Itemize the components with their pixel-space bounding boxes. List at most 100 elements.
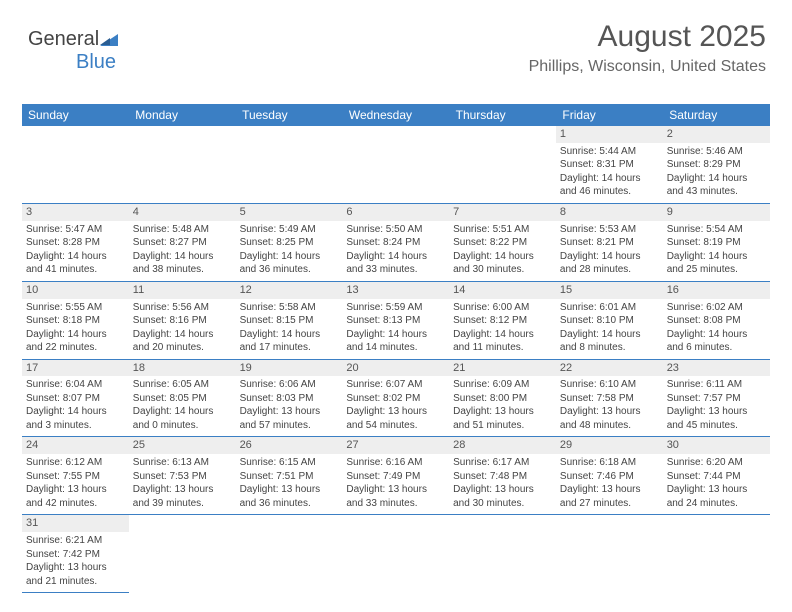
day-number: 3 — [22, 204, 129, 221]
day-body: Sunrise: 5:59 AMSunset: 8:13 PMDaylight:… — [342, 299, 449, 359]
empty-daynum — [236, 126, 343, 143]
day-body: Sunrise: 6:21 AM Sunset: 7:42 PM Daylight:… — [22, 532, 129, 592]
day-body: Sunrise: 6:06 AMSunset: 8:03 PMDaylight:… — [236, 376, 343, 436]
day-body: Sunrise: 6:18 AMSunset: 7:46 PMDaylight:… — [556, 454, 663, 514]
sunrise-text: Sunrise: 6:05 AM — [133, 379, 209, 390]
sunrise-text: Sunrise: 6:12 AM — [26, 457, 102, 468]
sunset-text: Sunset: 8:02 PM — [346, 393, 420, 404]
daylight-text: Daylight: 14 hours and 17 minutes. — [240, 329, 321, 354]
calendar-cell: 23Sunrise: 6:11 AMSunset: 7:57 PMDayligh… — [663, 359, 770, 437]
day-body: Sunrise: 5:48 AMSunset: 8:27 PMDaylight:… — [129, 221, 236, 281]
day-body: Sunrise: 6:05 AMSunset: 8:05 PMDaylight:… — [129, 376, 236, 436]
sunrise-text: Sunrise: 6:04 AM — [26, 379, 102, 390]
day-body: Sunrise: 6:11 AMSunset: 7:57 PMDaylight:… — [663, 376, 770, 436]
day-number: 20 — [342, 360, 449, 377]
day-number: 16 — [663, 282, 770, 299]
sunset-text: Sunset: 7:46 PM — [560, 471, 634, 482]
calendar-cell — [449, 126, 556, 203]
day-body: Sunrise: 6:16 AMSunset: 7:49 PMDaylight:… — [342, 454, 449, 514]
page-title: August 2025 — [529, 20, 766, 54]
day-body: Sunrise: 6:04 AMSunset: 8:07 PMDaylight:… — [22, 376, 129, 436]
calendar-cell: 9Sunrise: 5:54 AMSunset: 8:19 PMDaylight… — [663, 203, 770, 281]
calendar-row: 1Sunrise: 5:44 AMSunset: 8:31 PMDaylight… — [22, 126, 770, 203]
day-body: Sunrise: 5:47 AMSunset: 8:28 PMDaylight:… — [22, 221, 129, 281]
daylight-text: Daylight: 14 hours and 11 minutes. — [453, 329, 534, 354]
day-body: Sunrise: 5:53 AMSunset: 8:21 PMDaylight:… — [556, 221, 663, 281]
sunrise-text: Sunrise: 5:48 AM — [133, 224, 209, 235]
daylight-text: Daylight: 14 hours and 6 minutes. — [667, 329, 748, 354]
logo-text-2: Blue — [76, 51, 116, 73]
daylight-text: Daylight: 14 hours and 38 minutes. — [133, 251, 214, 276]
day-number: 1 — [556, 126, 663, 143]
sunset-text: Sunset: 8:28 PM — [26, 237, 100, 248]
day-number: 31 — [22, 515, 129, 532]
sunset-text: Sunset: 8:10 PM — [560, 315, 634, 326]
calendar-cell: 4Sunrise: 5:48 AMSunset: 8:27 PMDaylight… — [129, 203, 236, 281]
sunrise-text: Sunrise: 6:20 AM — [667, 457, 743, 468]
day-body: Sunrise: 5:56 AMSunset: 8:16 PMDaylight:… — [129, 299, 236, 359]
sunrise-text: Sunrise: 5:56 AM — [133, 302, 209, 313]
sunset-text: Sunset: 8:18 PM — [26, 315, 100, 326]
daylight-text: Daylight: 13 hours and 39 minutes. — [133, 484, 214, 509]
day-body: Sunrise: 5:51 AMSunset: 8:22 PMDaylight:… — [449, 221, 556, 281]
sunset-text: Sunset: 7:53 PM — [133, 471, 207, 482]
sunset-text: Sunset: 8:12 PM — [453, 315, 527, 326]
sunset-text: Sunset: 8:24 PM — [346, 237, 420, 248]
calendar-cell: 28Sunrise: 6:17 AMSunset: 7:48 PMDayligh… — [449, 437, 556, 515]
empty-daynum — [342, 126, 449, 143]
calendar-row: 10Sunrise: 5:55 AMSunset: 8:18 PMDayligh… — [22, 281, 770, 359]
sunrise-text: Sunrise: 6:17 AM — [453, 457, 529, 468]
sunrise-text: Sunrise: 6:21 AM — [26, 535, 102, 546]
calendar-cell: 3Sunrise: 5:47 AMSunset: 8:28 PMDaylight… — [22, 203, 129, 281]
daylight-text: Daylight: 14 hours and 8 minutes. — [560, 329, 641, 354]
daylight-text: Daylight: 14 hours and 41 minutes. — [26, 251, 107, 276]
empty-daynum — [449, 126, 556, 143]
sunset-text: Sunset: 8:29 PM — [667, 159, 741, 170]
sunset-text: Sunset: 8:07 PM — [26, 393, 100, 404]
calendar-cell: 2Sunrise: 5:46 AMSunset: 8:29 PMDaylight… — [663, 126, 770, 203]
calendar-cell: 29Sunrise: 6:18 AMSunset: 7:46 PMDayligh… — [556, 437, 663, 515]
daylight-text: Daylight: 13 hours and 36 minutes. — [240, 484, 321, 509]
sunrise-text: Sunrise: 5:46 AM — [667, 146, 743, 157]
calendar-cell: 10Sunrise: 5:55 AMSunset: 8:18 PMDayligh… — [22, 281, 129, 359]
day-body: Sunrise: 6:15 AMSunset: 7:51 PMDaylight:… — [236, 454, 343, 514]
calendar-cell: 14Sunrise: 6:00 AMSunset: 8:12 PMDayligh… — [449, 281, 556, 359]
calendar-cell: 31 Sunrise: 6:21 AM Sunset: 7:42 PM Dayligh… — [22, 515, 129, 593]
day-body: Sunrise: 6:17 AMSunset: 7:48 PMDaylight:… — [449, 454, 556, 514]
sunset-text: Sunset: 7:57 PM — [667, 393, 741, 404]
sunrise-text: Sunrise: 5:53 AM — [560, 224, 636, 235]
location-text: Phillips, Wisconsin, United States — [529, 58, 766, 76]
calendar-cell: 1Sunrise: 5:44 AMSunset: 8:31 PMDaylight… — [556, 126, 663, 203]
day-number: 27 — [342, 437, 449, 454]
day-number: 6 — [342, 204, 449, 221]
daylight-text: Daylight: 13 hours and 57 minutes. — [240, 406, 321, 431]
day-body: Sunrise: 5:46 AMSunset: 8:29 PMDaylight:… — [663, 143, 770, 203]
calendar-cell — [236, 515, 343, 593]
calendar-row: 3Sunrise: 5:47 AMSunset: 8:28 PMDaylight… — [22, 203, 770, 281]
calendar-cell — [556, 515, 663, 593]
day-number: 2 — [663, 126, 770, 143]
daylight-text: Daylight: 13 hours and 45 minutes. — [667, 406, 748, 431]
sunset-text: Sunset: 8:16 PM — [133, 315, 207, 326]
sunset-text: Sunset: 7:42 PM — [26, 549, 100, 560]
day-body: Sunrise: 5:54 AMSunset: 8:19 PMDaylight:… — [663, 221, 770, 281]
calendar-row: 24Sunrise: 6:12 AMSunset: 7:55 PMDayligh… — [22, 437, 770, 515]
day-body: Sunrise: 6:09 AMSunset: 8:00 PMDaylight:… — [449, 376, 556, 436]
empty-daynum — [22, 126, 129, 143]
calendar-cell: 19Sunrise: 6:06 AMSunset: 8:03 PMDayligh… — [236, 359, 343, 437]
sunset-text: Sunset: 8:25 PM — [240, 237, 314, 248]
sunset-text: Sunset: 7:49 PM — [346, 471, 420, 482]
daylight-text: Daylight: 14 hours and 30 minutes. — [453, 251, 534, 276]
calendar-cell: 25Sunrise: 6:13 AMSunset: 7:53 PMDayligh… — [129, 437, 236, 515]
calendar-cell — [663, 515, 770, 593]
sunset-text: Sunset: 8:15 PM — [240, 315, 314, 326]
sunset-text: Sunset: 8:08 PM — [667, 315, 741, 326]
daylight-text: Daylight: 13 hours and 21 minutes. — [26, 562, 107, 587]
day-number: 13 — [342, 282, 449, 299]
calendar-cell — [22, 126, 129, 203]
sunrise-text: Sunrise: 6:18 AM — [560, 457, 636, 468]
daylight-text: Daylight: 13 hours and 24 minutes. — [667, 484, 748, 509]
day-body: Sunrise: 5:50 AMSunset: 8:24 PMDaylight:… — [342, 221, 449, 281]
day-number: 11 — [129, 282, 236, 299]
sunrise-text: Sunrise: 5:50 AM — [346, 224, 422, 235]
